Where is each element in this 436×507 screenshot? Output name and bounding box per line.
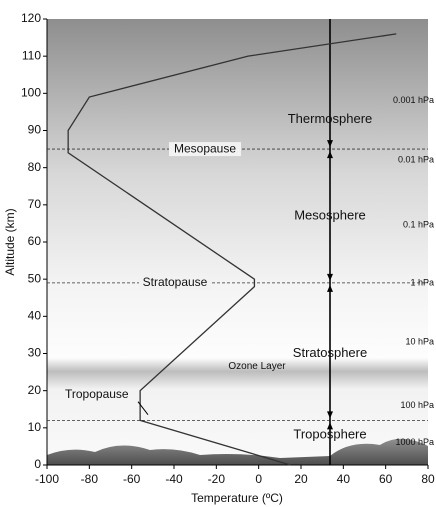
layer-label: Troposphere bbox=[293, 427, 366, 442]
arrowhead bbox=[327, 284, 333, 292]
pressure-label: 1 hPa bbox=[410, 277, 434, 287]
x-tick-label: 20 bbox=[294, 472, 308, 486]
temperature-line bbox=[67, 33, 397, 466]
y-tick-label: 60 bbox=[28, 234, 42, 248]
tropopause-label: Tropopause bbox=[65, 387, 129, 401]
y-tick-label: 20 bbox=[28, 383, 42, 397]
arrowhead bbox=[327, 140, 333, 148]
x-axis-label: Temperature (ºC) bbox=[191, 491, 283, 505]
y-tick-label: 70 bbox=[28, 197, 42, 211]
x-tick-label: -80 bbox=[81, 472, 99, 486]
background bbox=[47, 19, 428, 465]
pressure-label: 10 hPa bbox=[405, 337, 434, 347]
boundary-label: Mesopause bbox=[174, 141, 236, 155]
y-axis-label: Altitude (km) bbox=[3, 208, 17, 275]
y-tick-label: 90 bbox=[28, 123, 42, 137]
x-tick-label: -40 bbox=[165, 472, 183, 486]
x-tick-label: -100 bbox=[35, 472, 59, 486]
y-tick-label: 0 bbox=[34, 457, 41, 471]
arrowhead bbox=[327, 273, 333, 281]
boundary-label: Stratopause bbox=[143, 275, 208, 289]
x-tick-label: 80 bbox=[421, 472, 435, 486]
tropopause-pointer bbox=[137, 401, 149, 415]
x-tick-label: 40 bbox=[337, 472, 351, 486]
pressure-label: 1000 hPa bbox=[395, 437, 434, 447]
y-tick-label: 50 bbox=[28, 271, 42, 285]
y-tick-label: 120 bbox=[21, 11, 41, 25]
layer-label: Stratosphere bbox=[293, 345, 367, 360]
arrowhead bbox=[327, 411, 333, 419]
label-bg bbox=[169, 142, 241, 157]
pressure-label: 0.001 hPa bbox=[393, 95, 434, 105]
y-tick-label: 110 bbox=[22, 48, 41, 62]
pressure-label: 0.01 hPa bbox=[398, 155, 434, 165]
x-tick-label: -20 bbox=[208, 472, 226, 486]
y-tick-label: 30 bbox=[28, 346, 42, 360]
pressure-label: 0.1 hPa bbox=[403, 220, 434, 230]
y-tick-label: 80 bbox=[28, 160, 42, 174]
y-tick-label: 40 bbox=[28, 309, 42, 323]
arrowhead bbox=[327, 151, 333, 159]
y-tick-label: 10 bbox=[28, 420, 42, 434]
label-bg bbox=[139, 275, 211, 290]
x-tick-label: -60 bbox=[123, 472, 141, 486]
y-tick-label: 100 bbox=[21, 86, 41, 100]
x-tick-label: 60 bbox=[379, 472, 393, 486]
x-tick-label: 0 bbox=[255, 472, 262, 486]
layer-label: Thermosphere bbox=[288, 111, 373, 126]
landscape bbox=[47, 438, 428, 465]
pressure-label: 100 hPa bbox=[400, 400, 434, 410]
layer-label: Mesosphere bbox=[294, 207, 366, 222]
ozone-label: Ozone Layer bbox=[228, 361, 286, 372]
arrowhead bbox=[327, 422, 333, 430]
